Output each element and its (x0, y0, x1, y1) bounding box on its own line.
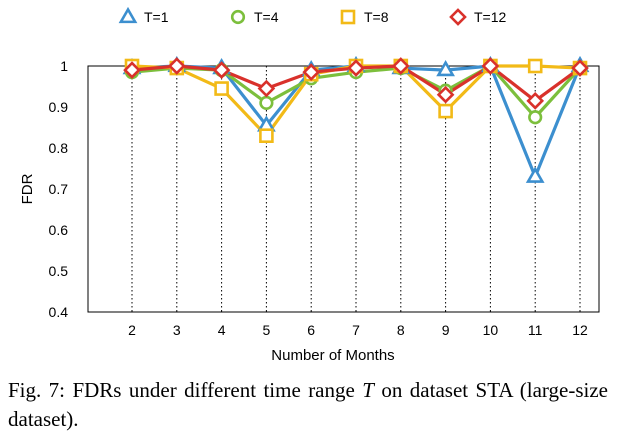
marker-t1 (436, 59, 455, 77)
marker-t4 (259, 95, 274, 110)
marker-t8 (527, 58, 543, 74)
chart-legend: T=1 T=4 T=8 T=12 (118, 6, 507, 26)
marker-t12 (123, 61, 141, 79)
x-tick-label: 4 (218, 322, 226, 338)
y-tick-label: 0.7 (49, 181, 69, 197)
marker-t1 (525, 166, 545, 183)
x-tick-label: 9 (442, 322, 450, 338)
fdr-line-chart: T=1 T=4 T=8 T=12 0.4 0.5 0.6 0.7 0.8 0.9 1 2 3 4 5 6 7… (19, 6, 600, 364)
figure-caption: Fig. 7: FDRs under different time range … (8, 376, 608, 434)
marker-t12 (167, 57, 186, 75)
marker-t12 (212, 61, 231, 79)
y-tick-label: 0.6 (49, 222, 69, 238)
x-tick-label: 12 (572, 322, 588, 338)
y-tick-label: 0.9 (49, 99, 69, 115)
legend-marker-t8 (340, 9, 356, 25)
legend-label-t8: T=8 (364, 9, 389, 25)
y-axis-ticks: 0.4 0.5 0.6 0.7 0.8 0.9 1 (49, 58, 69, 320)
x-tick-label: 8 (397, 322, 405, 338)
y-tick-label: 0.8 (49, 140, 69, 156)
marker-t4 (528, 110, 543, 125)
x-tick-label: 5 (263, 322, 271, 338)
x-tick-label: 10 (483, 322, 499, 338)
y-axis-title: FDR (19, 173, 36, 204)
legend-label-t4: T=4 (254, 9, 279, 25)
x-tick-label: 11 (528, 322, 543, 338)
marker-t12 (481, 57, 500, 75)
legend-marker-t4 (230, 9, 246, 25)
marker-t12 (436, 85, 455, 104)
x-tick-label: 2 (128, 322, 136, 338)
y-tick-label: 0.4 (49, 304, 69, 320)
marker-t8 (259, 128, 274, 143)
marker-t12 (526, 92, 545, 110)
legend-marker-t1 (118, 6, 138, 24)
marker-t12 (257, 79, 276, 98)
x-tick-label: 3 (173, 322, 181, 338)
x-tick-label: 6 (307, 322, 315, 338)
x-tick-label: 7 (352, 322, 360, 338)
marker-t12 (302, 63, 321, 81)
legend-marker-t12 (449, 8, 467, 26)
x-axis-title: Number of Months (271, 347, 394, 364)
legend-label-t1: T=1 (144, 9, 169, 25)
legend-label-t12: T=12 (474, 9, 507, 25)
x-axis-ticks: 2 3 4 5 6 7 8 9 10 11 12 (128, 322, 588, 338)
caption-label: Fig. 7: FDRs under different time range (8, 378, 355, 402)
marker-t12 (571, 59, 589, 77)
marker-t8 (214, 81, 229, 96)
y-tick-label: 1 (60, 58, 68, 74)
gridlines (131, 66, 581, 312)
marker-t12 (391, 57, 410, 75)
marker-t8 (438, 103, 453, 119)
caption-symbol: T (362, 378, 374, 402)
y-tick-label: 0.5 (49, 263, 69, 279)
series-markers (122, 55, 590, 183)
caption-rest: on dataset STA (large-size dataset). (8, 378, 608, 431)
marker-t12 (347, 59, 365, 77)
